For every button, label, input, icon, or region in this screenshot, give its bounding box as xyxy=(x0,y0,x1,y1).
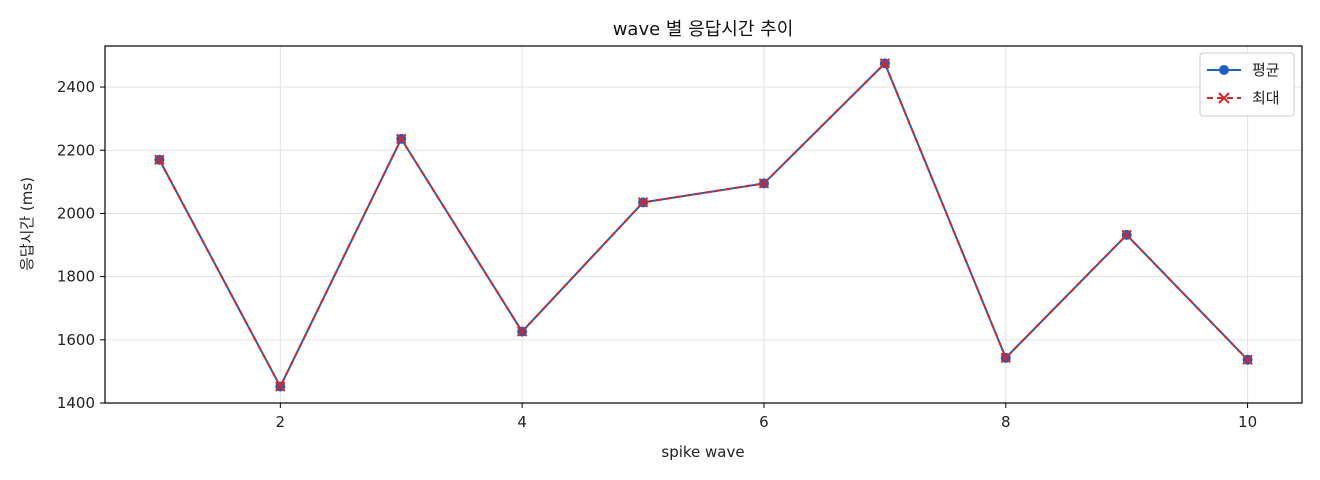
ticks: 2 4 6 8 10 1400 1600 1800 2000 2200 2400 xyxy=(57,78,1257,431)
series-1-point xyxy=(1121,229,1132,241)
series-1-point xyxy=(1000,352,1011,364)
series-line-1 xyxy=(158,62,1249,388)
y-tick-label: 2200 xyxy=(57,141,95,159)
y-tick-label: 2400 xyxy=(57,78,95,96)
legend-marker-max xyxy=(1218,92,1230,104)
y-tick-label: 2000 xyxy=(57,204,95,222)
series-1-point xyxy=(1242,354,1253,365)
y-tick-label: 1800 xyxy=(57,268,95,286)
series-1-point xyxy=(516,326,528,337)
series-1-point xyxy=(275,381,286,392)
series-1-point xyxy=(758,178,770,189)
series-line-0 xyxy=(158,62,1249,388)
chart-title: wave 별 응답시간 추이 xyxy=(613,19,794,40)
series-layer xyxy=(154,58,1253,392)
legend-label-max: 최대 xyxy=(1252,89,1280,107)
series-1-point xyxy=(879,58,891,69)
series-1-point xyxy=(154,154,165,165)
legend-marker-mean xyxy=(1219,65,1229,75)
series-1-point xyxy=(396,133,407,145)
legend-box xyxy=(1199,52,1295,117)
legend: 평균 최대 xyxy=(1199,52,1295,117)
y-axis-title: 응답시간 (ms) xyxy=(18,177,36,271)
x-axis-title: spike wave xyxy=(661,443,744,461)
y-tick-label: 1400 xyxy=(57,394,95,412)
x-tick-label: 10 xyxy=(1238,413,1257,431)
x-tick-label: 6 xyxy=(759,413,769,431)
legend-label-mean: 평균 xyxy=(1252,61,1280,79)
y-tick-label: 1600 xyxy=(57,331,95,349)
plot-frame xyxy=(104,45,1303,404)
x-tick-label: 4 xyxy=(517,413,527,431)
x-tick-label: 8 xyxy=(1001,413,1011,431)
series-1-point xyxy=(637,197,649,208)
x-tick-label: 2 xyxy=(276,413,286,431)
grid xyxy=(105,46,1302,404)
